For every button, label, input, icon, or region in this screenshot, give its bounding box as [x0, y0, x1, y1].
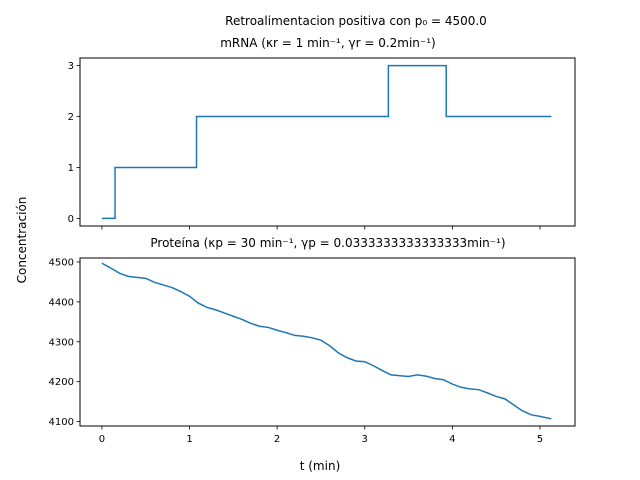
- xtick-label: 2: [274, 434, 280, 445]
- ytick-label: 0: [68, 214, 74, 225]
- ytick-label: 4500: [49, 257, 74, 268]
- subplot-mrna-xticks: [101, 226, 541, 230]
- subplot-protein-title: Proteína (κp = 30 min⁻¹, γp = 0.03333333…: [150, 236, 505, 250]
- subplot-protein-yticks: 4100 4200 4300 4400 4500: [49, 257, 80, 428]
- subplot-mrna-title: mRNA (κr = 1 min⁻¹, γr = 0.2min⁻¹): [220, 36, 436, 50]
- ytick-label: 4300: [49, 337, 74, 348]
- protein-series-line: [101, 262, 552, 420]
- subplot-mrna: mRNA (κr = 1 min⁻¹, γr = 0.2min⁻¹) 0 1 2 3: [68, 36, 576, 230]
- ytick-label: 3: [68, 61, 74, 72]
- subplot-mrna-yticks: 0 1 2 3: [68, 61, 80, 225]
- xtick-label: 4: [449, 434, 455, 445]
- figure-ylabel: Concentración: [15, 197, 29, 284]
- ytick-label: 1: [68, 163, 74, 174]
- ytick-label: 4200: [49, 377, 74, 388]
- ytick-label: 4400: [49, 297, 74, 308]
- xtick-label: 0: [99, 434, 105, 445]
- figure-suptitle: Retroalimentacion positiva con p₀ = 4500…: [225, 14, 487, 28]
- subplot-protein-xticks: 0 1 2 3 4 5: [99, 426, 543, 445]
- xtick-label: 1: [186, 434, 192, 445]
- figure-xlabel: t (min): [300, 459, 341, 473]
- xtick-label: 5: [537, 434, 543, 445]
- subplot-mrna-frame: [79, 57, 576, 227]
- subplot-protein-frame: [79, 257, 576, 427]
- ytick-label: 2: [68, 112, 74, 123]
- mrna-series-line: [101, 64, 552, 220]
- xtick-label: 3: [362, 434, 368, 445]
- subplot-protein: Proteína (κp = 30 min⁻¹, γp = 0.03333333…: [49, 236, 576, 445]
- ytick-label: 4100: [49, 417, 74, 428]
